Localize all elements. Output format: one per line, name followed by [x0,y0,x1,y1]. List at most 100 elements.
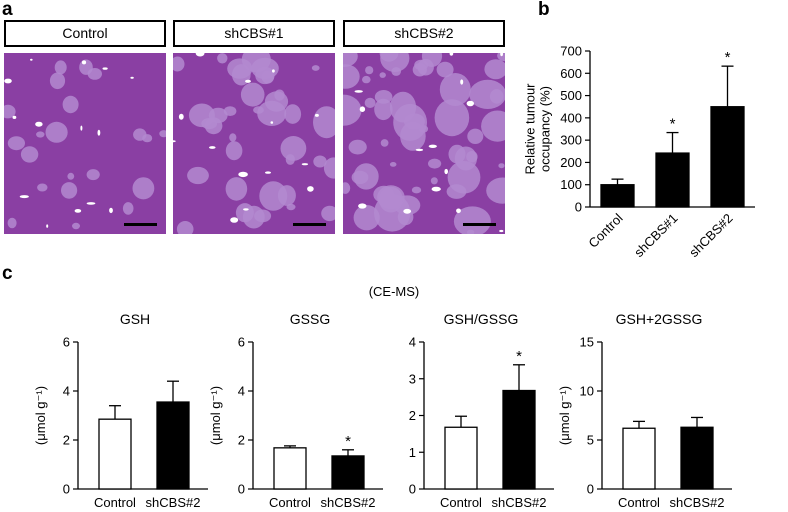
vessel-lumen [444,168,448,175]
vessel-lumen [4,78,12,84]
vessel-lumen [81,60,87,65]
vessel-lumen [272,69,275,73]
tumour-nodule [235,203,254,223]
tumour-nodule [453,206,491,234]
tumour-nodule [37,183,48,192]
tumour-nodule [486,177,505,204]
tumour-nodule [133,128,147,141]
tumour-nodule [176,221,194,234]
tumour-nodule [187,166,209,185]
micrograph-label: shCBS#1 [173,20,335,47]
tumour-nodule [343,182,351,194]
micrograph-label: Control [4,20,166,47]
vessel-lumen [12,115,17,119]
y-tick-label: 400 [560,110,582,125]
y-tick-label: 10 [580,384,594,399]
tumour-nodule [343,94,362,126]
tumour-nodule [20,146,39,163]
x-tick-label: Control [618,495,660,510]
histology-image [343,53,505,234]
vessel-lumen [109,207,113,214]
y-tick-label: 1 [409,445,416,460]
vessel-lumen [245,79,251,83]
x-tick-label: shCBS#2 [686,211,735,260]
chart-c3: 0 1 2 3 4 GSH/GSSG Control * shCBS#2 [409,311,554,510]
y-tick-label: 4 [409,335,416,350]
tumour-nodule [497,53,505,62]
bar [600,184,635,208]
tumour-nodule [208,107,228,124]
tumour-nodule [428,158,442,169]
vessel-lumen [243,208,249,211]
vessel-lumen [431,186,441,192]
chart-b: 0 100 200 300 400 500 600 700 Relative tumour occ… [523,44,755,260]
y-axis-label: (μmol g⁻¹) [208,386,223,445]
tumour-nodule [434,99,470,137]
y-axis-label: (μmol g⁻¹) [33,386,48,445]
significance-marker: * [345,433,351,450]
panel-letter-b: b [538,0,550,20]
vessel-lumen [35,121,43,127]
tumour-nodule [72,222,80,230]
micrograph-control: Control [4,20,166,234]
chart-c1: 0 2 4 6 (μmol g⁻¹) GSH Control shCBS#2 [33,311,208,510]
chart-c4: 0 5 10 15 (μmol g⁻¹) GSH+2GSSG Control shCBS#2 [557,311,732,510]
tumour-nodule [259,181,288,211]
x-tick-label: Control [269,495,311,510]
vessel-lumen [301,163,309,166]
method-label: (CE-MS) [368,284,420,299]
tumour-nodule [7,136,25,151]
x-tick-label: Control [94,495,136,510]
micrograph-label: shCBS#2 [343,20,505,47]
y-tick-label: 4 [238,384,245,399]
tumour-nodule [49,72,66,90]
vessel-lumen [466,100,474,107]
vessel-lumen [178,113,184,120]
vessel-lumen [97,129,101,136]
x-tick-label: Control [585,210,625,250]
y-tick-label: 6 [238,335,245,350]
tumour-nodule [414,59,429,71]
tumour-nodule [254,209,272,223]
bar [331,455,365,490]
bar [156,401,190,490]
tumour-nodule [498,163,505,169]
vessel-lumen [415,148,424,152]
x-tick-label: Control [440,495,482,510]
bar [622,427,656,490]
x-tick-label: shCBS#2 [492,495,547,510]
tumour-nodule [255,66,275,85]
tumour-nodule [7,217,17,229]
tumour-nodule [274,89,285,101]
tumour-nodule [313,155,327,168]
tumour-nodule [311,65,320,71]
y-tick-label: 0 [575,200,582,215]
vessel-lumen [428,144,437,148]
vessel-lumen [265,171,271,174]
tumour-nodule [159,130,166,138]
tumour-nodule [374,90,393,104]
bar [710,106,745,208]
significance-marker: * [670,116,676,133]
tumour-nodule [411,186,422,194]
tumour-nodule [86,169,100,181]
vessel-lumen [74,209,82,213]
tumour-nodule [467,128,484,144]
y-tick-label: 2 [63,433,70,448]
panel-letter-a: a [2,0,13,20]
scale-bar [293,223,326,226]
tumour-nodule [448,144,466,164]
vessel-lumen [460,79,464,85]
vessel-lumen [358,203,367,209]
significance-marker: * [516,348,522,365]
vessel-lumen [30,58,33,61]
vessel-lumen [130,76,134,79]
vessel-lumen [195,53,205,57]
tumour-nodule [484,59,505,80]
vessel-lumen [19,195,29,199]
tumour-nodule [364,97,376,108]
tumour-nodule [378,186,403,213]
vessel-lumen [80,125,83,131]
vessel-lumen [173,140,176,143]
bar [680,426,714,490]
